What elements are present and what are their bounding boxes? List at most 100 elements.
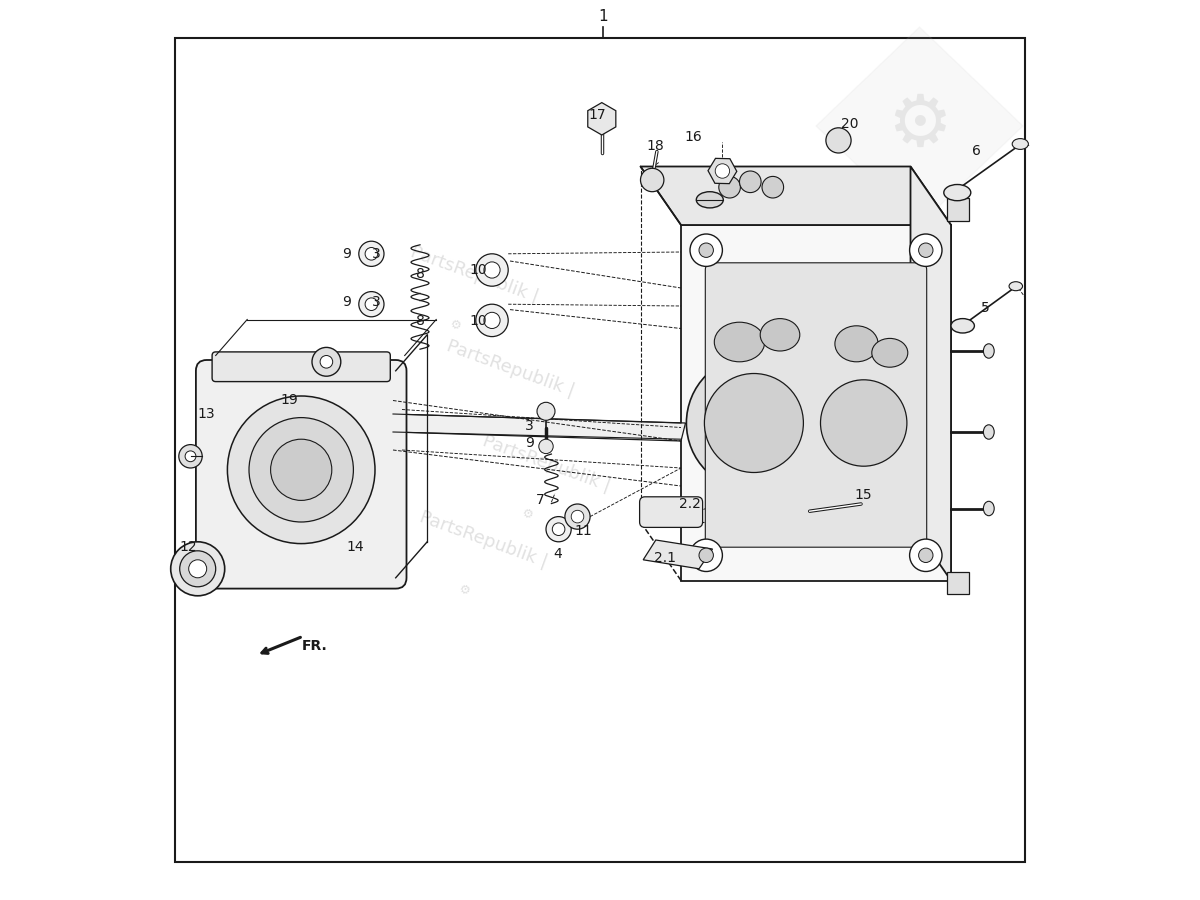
FancyBboxPatch shape <box>947 572 970 594</box>
Circle shape <box>910 539 942 572</box>
Circle shape <box>250 418 354 522</box>
Polygon shape <box>641 166 952 225</box>
Text: 3: 3 <box>372 295 382 310</box>
FancyBboxPatch shape <box>947 198 970 220</box>
Circle shape <box>180 551 216 587</box>
Polygon shape <box>911 166 952 580</box>
Circle shape <box>565 504 590 529</box>
Ellipse shape <box>944 184 971 201</box>
Circle shape <box>365 298 378 310</box>
Text: PartsRepublik |: PartsRepublik | <box>480 432 612 495</box>
Text: 1: 1 <box>598 9 607 24</box>
Text: 13: 13 <box>197 407 215 421</box>
Circle shape <box>228 396 376 544</box>
Text: 6: 6 <box>972 144 980 158</box>
Polygon shape <box>682 225 952 580</box>
Circle shape <box>919 548 934 562</box>
Circle shape <box>185 451 196 462</box>
Circle shape <box>546 517 571 542</box>
Text: 2.2: 2.2 <box>679 497 701 511</box>
Text: PartsRepublik |: PartsRepublik | <box>444 338 576 400</box>
Ellipse shape <box>871 338 908 367</box>
Circle shape <box>805 364 923 482</box>
Text: 9: 9 <box>342 247 350 261</box>
Text: FR.: FR. <box>302 639 328 653</box>
Circle shape <box>365 248 378 260</box>
Circle shape <box>538 402 554 420</box>
Text: 12: 12 <box>179 540 197 554</box>
Text: 9: 9 <box>342 295 350 310</box>
Text: 14: 14 <box>347 540 364 554</box>
Circle shape <box>475 304 509 337</box>
Ellipse shape <box>835 326 878 362</box>
Circle shape <box>552 523 565 536</box>
Circle shape <box>312 347 341 376</box>
Circle shape <box>179 445 203 468</box>
Ellipse shape <box>984 344 995 358</box>
Text: 10: 10 <box>469 314 487 328</box>
Circle shape <box>571 510 583 523</box>
Ellipse shape <box>1013 139 1028 149</box>
Circle shape <box>475 254 509 286</box>
Circle shape <box>690 539 722 572</box>
Circle shape <box>919 243 934 257</box>
Ellipse shape <box>761 319 799 351</box>
Text: PartsRepublik |: PartsRepublik | <box>408 243 540 306</box>
Ellipse shape <box>984 425 995 439</box>
FancyBboxPatch shape <box>640 497 703 527</box>
Ellipse shape <box>984 501 995 516</box>
Text: 8: 8 <box>415 266 425 281</box>
Text: ⚙: ⚙ <box>520 506 535 522</box>
Circle shape <box>719 176 740 198</box>
Text: 9: 9 <box>526 436 534 450</box>
FancyBboxPatch shape <box>212 352 390 382</box>
Ellipse shape <box>952 319 974 333</box>
Circle shape <box>641 168 664 192</box>
Text: ⚙: ⚙ <box>457 582 472 599</box>
Text: 2.1: 2.1 <box>654 551 676 565</box>
Circle shape <box>320 356 332 368</box>
Text: ⚙: ⚙ <box>448 317 463 333</box>
Text: 3: 3 <box>372 247 382 261</box>
Ellipse shape <box>1009 282 1022 291</box>
Circle shape <box>826 128 851 153</box>
Text: 7: 7 <box>536 492 545 507</box>
Text: 17: 17 <box>588 108 606 122</box>
Text: 18: 18 <box>646 139 664 153</box>
Text: ⚙: ⚙ <box>887 92 952 160</box>
Circle shape <box>690 234 722 266</box>
Text: ⚙: ⚙ <box>484 411 499 428</box>
Text: 8: 8 <box>415 314 425 328</box>
Circle shape <box>170 542 224 596</box>
Circle shape <box>821 380 907 466</box>
Text: 5: 5 <box>980 301 990 315</box>
Text: 3: 3 <box>526 418 534 433</box>
Polygon shape <box>643 540 713 569</box>
Circle shape <box>484 262 500 278</box>
Polygon shape <box>816 27 1022 225</box>
Polygon shape <box>394 414 685 441</box>
Circle shape <box>271 439 332 500</box>
Circle shape <box>484 312 500 328</box>
Text: 15: 15 <box>854 488 871 502</box>
Text: 11: 11 <box>575 524 593 538</box>
Circle shape <box>686 356 822 490</box>
FancyBboxPatch shape <box>706 263 926 547</box>
Text: 10: 10 <box>469 263 487 277</box>
Ellipse shape <box>714 322 764 362</box>
Ellipse shape <box>696 192 724 208</box>
Circle shape <box>359 241 384 266</box>
Circle shape <box>704 374 804 473</box>
Circle shape <box>188 560 206 578</box>
Circle shape <box>698 243 714 257</box>
Circle shape <box>698 548 714 562</box>
Circle shape <box>739 171 761 193</box>
Circle shape <box>715 164 730 178</box>
Text: 20: 20 <box>841 117 859 131</box>
FancyBboxPatch shape <box>196 360 407 589</box>
Circle shape <box>762 176 784 198</box>
Text: PartsRepublik |: PartsRepublik | <box>416 508 550 572</box>
Circle shape <box>539 439 553 454</box>
Circle shape <box>359 292 384 317</box>
Circle shape <box>910 234 942 266</box>
